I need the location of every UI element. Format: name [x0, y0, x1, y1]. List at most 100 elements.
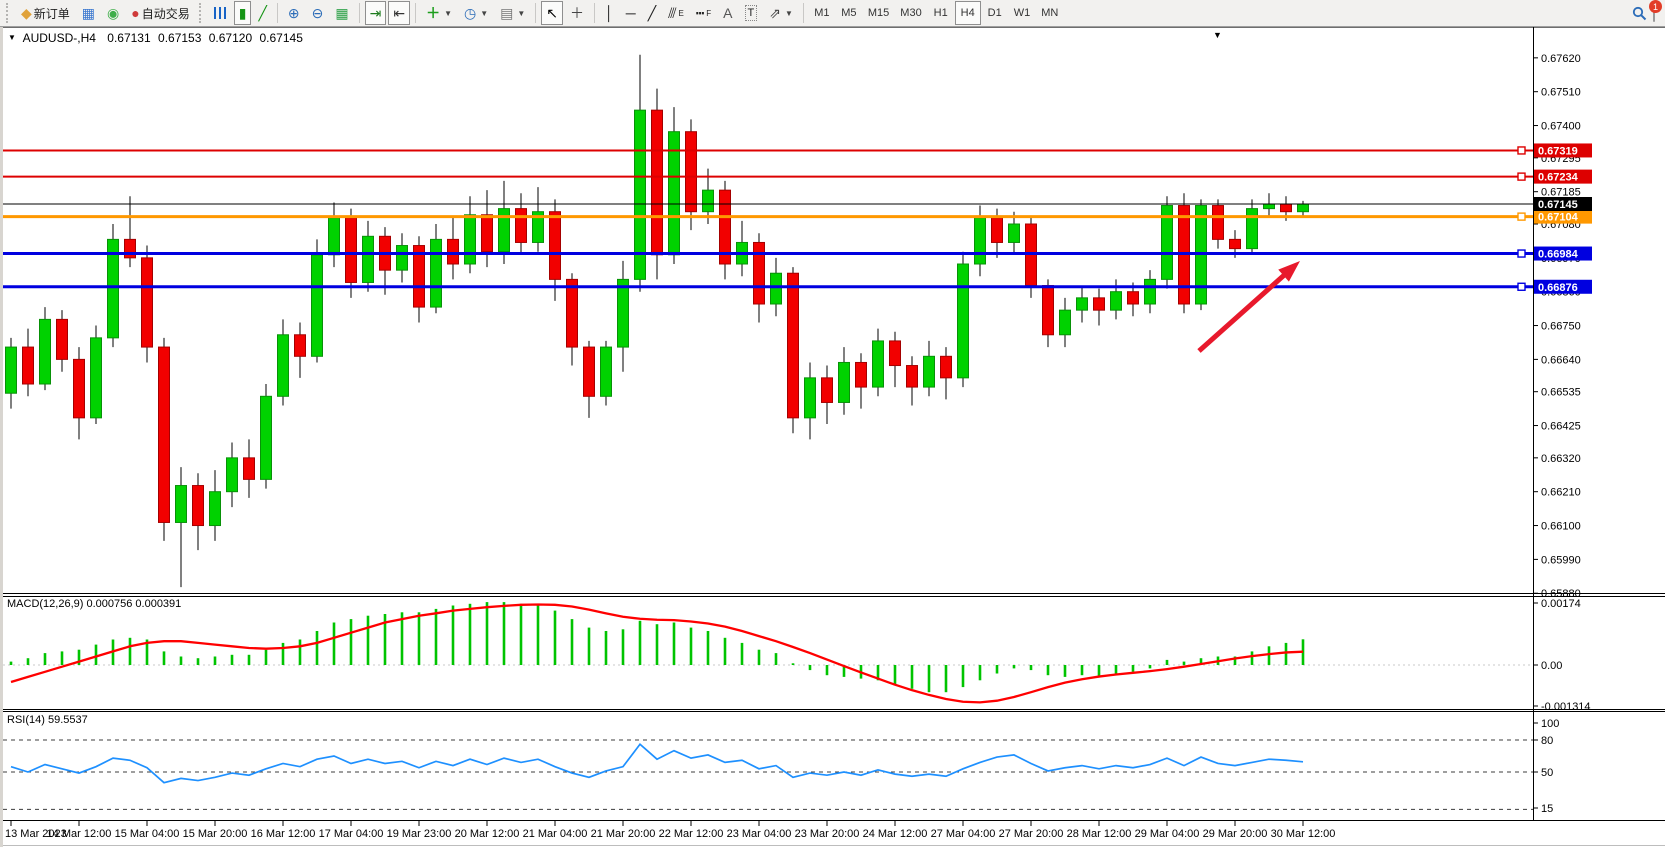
svg-text:0.00: 0.00	[1541, 660, 1562, 672]
tile-windows-icon: ▦	[335, 5, 349, 21]
shapes-button[interactable]: ⇗ ▼	[764, 1, 798, 25]
chevron-down-icon: ▼	[480, 8, 489, 18]
horizontal-line-icon: ─	[625, 5, 636, 21]
svg-text:21 Mar 20:00: 21 Mar 20:00	[591, 828, 656, 840]
horizontal-lines-layer[interactable]	[3, 146, 1533, 291]
auto-trading-button[interactable]: ● 自动交易	[126, 1, 194, 25]
candlestick-chart-button[interactable]: ▮	[233, 1, 252, 25]
crosshair-button[interactable]: ＋	[565, 1, 589, 25]
left-edge-strip	[0, 27, 3, 847]
cursor-icon: ↖	[546, 5, 559, 21]
ohlc-high: 0.67153	[158, 31, 202, 45]
rsi-indicator-label: RSI(14) 59.5537	[7, 714, 88, 726]
svg-text:0.66320: 0.66320	[1541, 453, 1581, 465]
svg-text:23 Mar 04:00: 23 Mar 04:00	[727, 828, 792, 840]
svg-text:15 Mar 20:00: 15 Mar 20:00	[183, 828, 248, 840]
candlestick-icon: ▮	[238, 5, 247, 21]
search-icon[interactable]	[1632, 6, 1647, 21]
svg-text:30 Mar 12:00: 30 Mar 12:00	[1271, 828, 1336, 840]
toolbar-drag-handle[interactable]	[6, 3, 12, 23]
timeframe-d1[interactable]: D1	[982, 1, 1008, 25]
templates-button[interactable]: ▤ ▼	[495, 1, 530, 25]
zoom-in-button[interactable]: ⊕	[283, 1, 305, 25]
svg-text:16 Mar 12:00: 16 Mar 12:00	[251, 828, 316, 840]
clock-icon: ◷	[463, 5, 477, 21]
indicators-button[interactable]: ＋ ▼	[421, 1, 457, 25]
text-label-button[interactable]: T	[740, 1, 763, 25]
price-axis: 0.676200.675100.674000.672950.671850.670…	[1533, 53, 1581, 600]
signal-button[interactable]: ◉	[102, 1, 124, 25]
collapse-triangle-icon[interactable]: ▼	[8, 33, 16, 42]
svg-text:0.66984: 0.66984	[1538, 249, 1579, 261]
timeframe-m1[interactable]: M1	[809, 1, 835, 25]
notifications-button[interactable]: 1	[1649, 0, 1662, 22]
svg-text:17 Mar 04:00: 17 Mar 04:00	[319, 828, 384, 840]
new-order-label: 新订单	[33, 6, 70, 21]
macd-panel	[3, 602, 1533, 704]
rsi-panel	[3, 739, 1533, 810]
svg-text:0.66210: 0.66210	[1541, 487, 1581, 499]
svg-text:19 Mar 23:00: 19 Mar 23:00	[387, 828, 452, 840]
svg-text:0.66535: 0.66535	[1541, 387, 1581, 399]
channel-button[interactable]: ⫻ E	[663, 1, 689, 25]
horizontal-line-button[interactable]: ─	[621, 1, 641, 25]
svg-text:0.67400: 0.67400	[1541, 121, 1581, 133]
template-icon: ▤	[500, 5, 514, 21]
toolbar: ◆ 新订单 ▦ ◉ ● 自动交易 ▮ ╱ ⊕ ⊖ ▦ ⇥ ⇤	[0, 0, 1665, 27]
periods-button[interactable]: ◷ ▼	[459, 1, 493, 25]
bar-chart-button[interactable]	[209, 1, 232, 25]
trendline-button[interactable]: ╱	[643, 1, 661, 25]
svg-text:0.67145: 0.67145	[1538, 199, 1578, 211]
svg-text:27 Mar 04:00: 27 Mar 04:00	[931, 828, 996, 840]
fibonacci-button[interactable]: ┅ F	[691, 1, 716, 25]
group-handle[interactable]	[198, 3, 205, 23]
timeframe-h4[interactable]: H4	[954, 1, 981, 25]
timeframe-m5[interactable]: M5	[836, 1, 862, 25]
line-chart-icon: ╱	[258, 5, 267, 21]
text-icon: A	[723, 5, 733, 21]
timeframe-h1[interactable]: H1	[928, 1, 954, 25]
ohlc-close: 0.67145	[259, 31, 303, 45]
svg-text:14 Mar 12:00: 14 Mar 12:00	[47, 828, 112, 840]
price-line-badges: 0.67319 0.67234 0.67104 0.66984 0.66876 0.671…	[1534, 143, 1592, 294]
timeframe-w1[interactable]: W1	[1009, 1, 1036, 25]
svg-text:13 Mar 2023: 13 Mar 2023	[5, 828, 67, 840]
shapes-arrows-icon: ⇗	[769, 5, 781, 21]
timeframe-mn[interactable]: MN	[1036, 1, 1063, 25]
auto-scroll-button[interactable]: ⇥	[364, 1, 387, 25]
cursor-button[interactable]: ↖	[541, 1, 564, 25]
symbol-period: AUDUSD-,H4	[22, 31, 96, 45]
line-chart-button[interactable]: ╱	[253, 1, 271, 25]
chart-shift-button[interactable]: ⇤	[388, 1, 411, 25]
notification-badge: 1	[1649, 0, 1662, 13]
market-watch-button[interactable]: ▦	[77, 1, 100, 25]
channel-icon: ⫻	[668, 5, 677, 21]
zoom-out-button[interactable]: ⊖	[307, 1, 329, 25]
tile-windows-button[interactable]: ▦	[330, 1, 353, 25]
auto-scroll-icon: ⇥	[369, 5, 382, 21]
timeframe-m15[interactable]: M15	[863, 1, 894, 25]
text-button[interactable]: A	[718, 1, 737, 25]
text-label-icon: T	[744, 5, 758, 21]
timeframe-m30[interactable]: M30	[895, 1, 926, 25]
svg-text:23 Mar 20:00: 23 Mar 20:00	[795, 828, 860, 840]
arrow-annotation[interactable]	[1197, 261, 1300, 353]
bar-chart-icon	[213, 7, 227, 19]
new-order-button[interactable]: ◆ 新订单	[16, 1, 75, 25]
svg-text:29 Mar 04:00: 29 Mar 04:00	[1135, 828, 1200, 840]
candles-layer	[5, 54, 1309, 588]
svg-text:24 Mar 12:00: 24 Mar 12:00	[863, 828, 928, 840]
svg-text:22 Mar 12:00: 22 Mar 12:00	[659, 828, 724, 840]
vertical-line-button[interactable]: │	[600, 1, 619, 25]
svg-text:80: 80	[1541, 735, 1553, 747]
svg-text:100: 100	[1541, 718, 1559, 730]
chevron-down-icon: ▼	[517, 8, 526, 18]
svg-text:29 Mar 20:00: 29 Mar 20:00	[1203, 828, 1268, 840]
zoom-out-icon: ⊖	[311, 5, 324, 21]
window-icon: ▦	[81, 5, 96, 21]
chevron-down-icon: ▼	[444, 8, 452, 18]
svg-text:-0.001314: -0.001314	[1541, 701, 1591, 713]
chart-shift-icon: ⇤	[393, 5, 406, 21]
